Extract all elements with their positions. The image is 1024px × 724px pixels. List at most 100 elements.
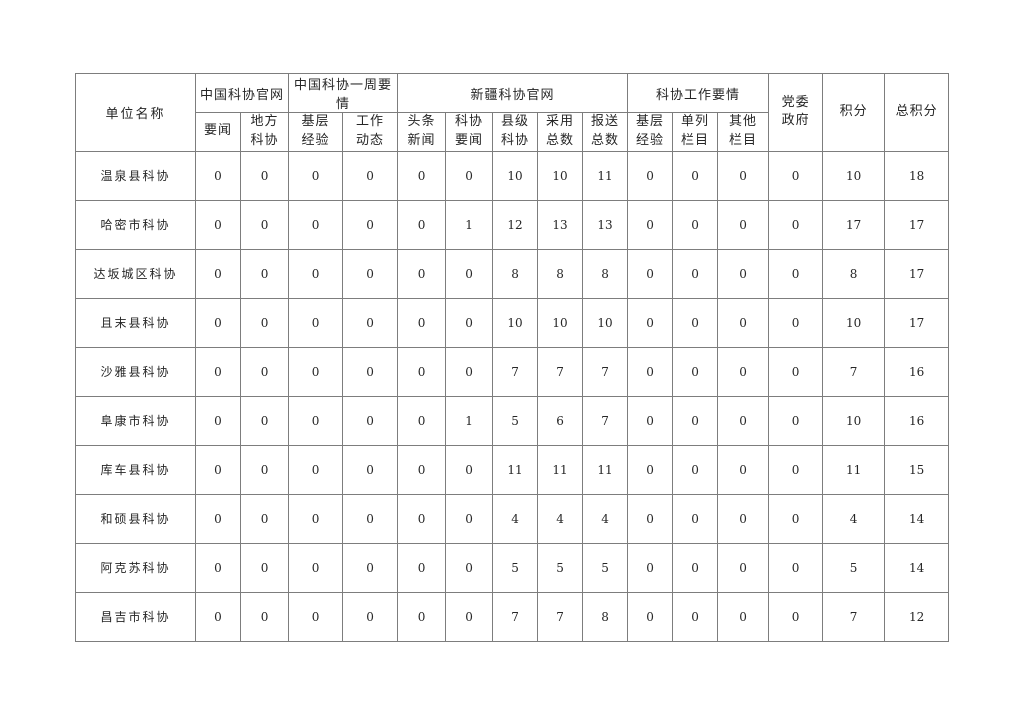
- group-header: 科协工作要情: [627, 73, 770, 113]
- value-cell: 5: [492, 542, 539, 593]
- sub-header: 地方 科协: [239, 112, 290, 152]
- sub-header: 工作 动态: [342, 112, 399, 152]
- table-row: 库车县科协 0 0 0 0 0 0 11 11 11 0 0 0 0 11 15: [75, 444, 950, 495]
- value-cell: 5: [582, 542, 629, 593]
- value-cell: 0: [672, 248, 719, 299]
- value-cell: 7: [492, 591, 539, 642]
- value-cell: 0: [342, 542, 399, 593]
- value-cell: 17: [884, 248, 950, 299]
- value-cell: 0: [445, 542, 494, 593]
- value-cell: 0: [195, 542, 241, 593]
- value-cell: 0: [342, 248, 399, 299]
- value-cell: 0: [239, 199, 290, 250]
- value-cell: 0: [239, 542, 290, 593]
- value-cell: 10: [537, 150, 584, 201]
- value-cell: 0: [717, 248, 770, 299]
- value-cell: 0: [195, 591, 241, 642]
- value-cell: 8: [492, 248, 539, 299]
- value-cell: 0: [768, 395, 824, 446]
- value-cell: 0: [239, 493, 290, 544]
- table-row: 沙雅县科协 0 0 0 0 0 0 7 7 7 0 0 0 0 7 16: [75, 346, 950, 397]
- value-cell: 13: [582, 199, 629, 250]
- value-cell: 0: [768, 150, 824, 201]
- value-cell: 0: [288, 591, 344, 642]
- value-cell: 0: [288, 493, 344, 544]
- value-cell: 0: [288, 199, 344, 250]
- value-cell: 0: [397, 150, 447, 201]
- value-cell: 7: [582, 346, 629, 397]
- value-cell: 0: [195, 493, 241, 544]
- value-cell: 8: [582, 591, 629, 642]
- value-cell: 0: [768, 199, 824, 250]
- value-cell: 0: [195, 248, 241, 299]
- value-cell: 0: [445, 444, 494, 495]
- value-cell: 5: [822, 542, 886, 593]
- sub-header: 单列 栏目: [672, 112, 719, 152]
- value-cell: 0: [717, 395, 770, 446]
- value-cell: 0: [627, 346, 674, 397]
- value-cell: 0: [342, 591, 399, 642]
- value-cell: 0: [768, 248, 824, 299]
- value-cell: 0: [342, 444, 399, 495]
- value-cell: 0: [627, 395, 674, 446]
- value-cell: 0: [717, 297, 770, 348]
- value-cell: 0: [627, 444, 674, 495]
- single-header: 党委 政府: [768, 73, 824, 152]
- value-cell: 10: [492, 297, 539, 348]
- group-header-row: 单位名称 中国科协官网 中国科协一周要情 新疆科协官网 科协工作要情 党委 政府 积分 总积…: [75, 73, 950, 152]
- table-row: 阿克苏科协 0 0 0 0 0 0 5 5 5 0 0 0 0 5 14: [75, 542, 950, 593]
- value-cell: 0: [397, 395, 447, 446]
- unit-name-cell: 和硕县科协: [75, 493, 196, 544]
- value-cell: 0: [672, 444, 719, 495]
- sub-header: 头条 新闻: [397, 112, 447, 152]
- value-cell: 10: [537, 297, 584, 348]
- value-cell: 0: [627, 199, 674, 250]
- unit-name-cell: 哈密市科协: [75, 199, 196, 250]
- value-cell: 0: [768, 493, 824, 544]
- unit-name-cell: 阿克苏科协: [75, 542, 196, 593]
- value-cell: 0: [239, 395, 290, 446]
- value-cell: 0: [288, 248, 344, 299]
- value-cell: 8: [822, 248, 886, 299]
- value-cell: 0: [288, 444, 344, 495]
- value-cell: 10: [492, 150, 539, 201]
- value-cell: 0: [397, 346, 447, 397]
- group-header: 新疆科协官网: [397, 73, 629, 113]
- value-cell: 10: [822, 395, 886, 446]
- value-cell: 12: [492, 199, 539, 250]
- value-cell: 0: [768, 444, 824, 495]
- unit-name-cell: 库车县科协: [75, 444, 196, 495]
- value-cell: 0: [672, 542, 719, 593]
- value-cell: 0: [239, 248, 290, 299]
- value-cell: 0: [768, 346, 824, 397]
- value-cell: 0: [397, 444, 447, 495]
- unit-name-cell: 温泉县科协: [75, 150, 196, 201]
- unit-name-cell: 沙雅县科协: [75, 346, 196, 397]
- group-header: 中国科协官网: [194, 73, 290, 113]
- value-cell: 0: [397, 248, 447, 299]
- value-cell: 0: [672, 199, 719, 250]
- value-cell: 0: [195, 395, 241, 446]
- value-cell: 0: [195, 444, 241, 495]
- unit-name-cell: 且末县科协: [75, 297, 196, 348]
- value-cell: 15: [884, 444, 950, 495]
- value-cell: 0: [195, 346, 241, 397]
- table-row: 阜康市科协 0 0 0 0 0 1 5 6 7 0 0 0 0 10 16: [75, 395, 950, 446]
- value-cell: 4: [537, 493, 584, 544]
- sub-header: 报送 总数: [582, 112, 629, 152]
- value-cell: 0: [672, 150, 719, 201]
- value-cell: 0: [288, 542, 344, 593]
- value-cell: 0: [672, 297, 719, 348]
- value-cell: 0: [342, 395, 399, 446]
- sub-header: 其他 栏目: [717, 112, 770, 152]
- value-cell: 6: [537, 395, 584, 446]
- value-cell: 13: [537, 199, 584, 250]
- sub-header: 科协 要闻: [445, 112, 494, 152]
- value-cell: 1: [445, 199, 494, 250]
- value-cell: 11: [582, 150, 629, 201]
- value-cell: 10: [582, 297, 629, 348]
- value-cell: 0: [672, 493, 719, 544]
- unit-name-cell: 阜康市科协: [75, 395, 196, 446]
- value-cell: 0: [627, 248, 674, 299]
- value-cell: 0: [672, 591, 719, 642]
